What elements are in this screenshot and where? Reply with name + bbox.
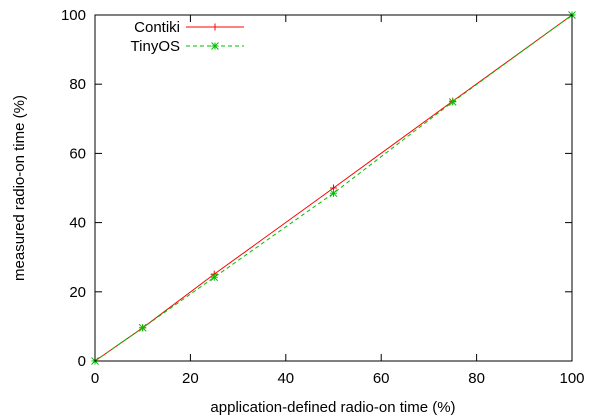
legend-marker-tinyos (211, 42, 219, 50)
legend: Contiki TinyOS (131, 19, 244, 55)
y-tick-label: 0 (78, 353, 86, 370)
y-tick-label: 20 (69, 284, 86, 301)
legend-label-contiki: Contiki (134, 19, 180, 36)
y-tick-label: 40 (69, 215, 86, 232)
plot-frame (94, 14, 573, 362)
legend-markers (211, 23, 219, 50)
x-tick-label: 20 (182, 370, 199, 387)
legend-label-tinyos: TinyOS (131, 38, 180, 55)
series-line-tinyos (94, 14, 573, 362)
series-line-contiki (94, 14, 573, 362)
data-point-tinyos (329, 189, 338, 198)
series-layer (91, 11, 576, 365)
x-axis-label: application-defined radio-on time (%) (210, 399, 455, 416)
legend-marker-contiki (211, 23, 219, 31)
y-tick-label: 80 (69, 76, 86, 93)
y-tick-label: 60 (69, 145, 86, 162)
data-point-tinyos (210, 273, 219, 282)
tick-labels: 0 20 40 60 80 100 0 20 40 60 80 100 (61, 7, 585, 387)
x-tick-label: 100 (559, 370, 584, 387)
x-tick-label: 60 (373, 370, 390, 387)
data-point-tinyos (448, 97, 457, 106)
data-point-tinyos (138, 323, 147, 332)
y-axis-label: measured radio-on time (%) (11, 95, 28, 281)
x-tick-label: 40 (277, 370, 294, 387)
x-tick-label: 80 (468, 370, 485, 387)
x-tick-label: 0 (91, 370, 99, 387)
y-tick-label: 100 (61, 7, 86, 24)
